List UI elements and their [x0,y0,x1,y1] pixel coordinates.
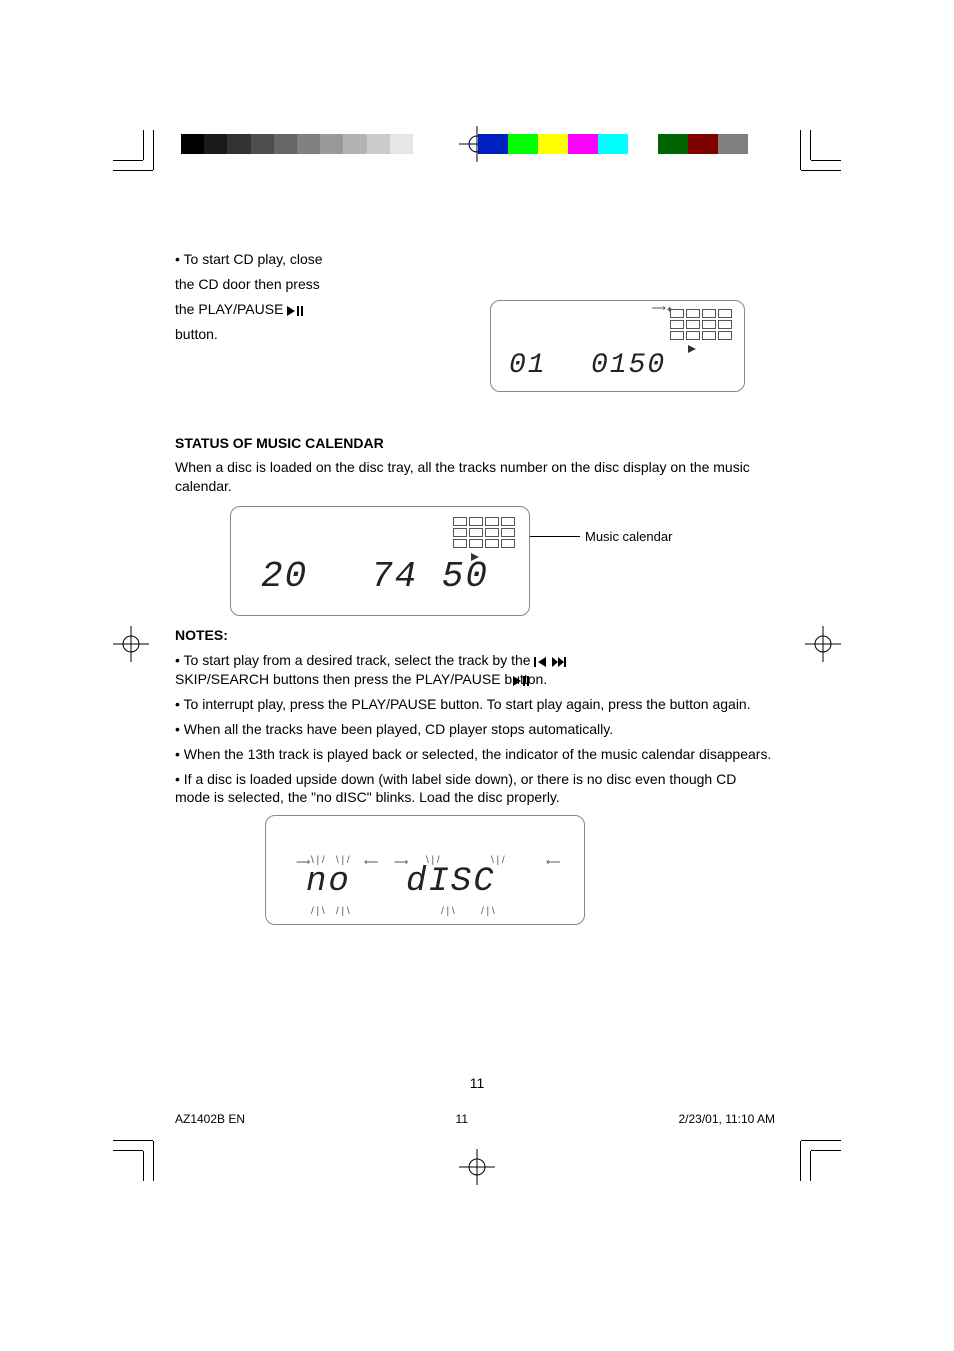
notes-heading: NOTES: [175,626,775,645]
section-heading: STATUS OF MUSIC CALENDAR [175,434,775,453]
swatch [568,134,598,154]
page-body: • To start CD play, close the CD door th… [175,250,775,933]
page-number: 11 [470,1075,485,1091]
note-item: • To start play from a desired track, se… [175,651,775,689]
lcd-total-tracks: 20 [261,553,308,602]
crop-mark [113,170,153,171]
crop-mark [801,1140,841,1141]
crop-mark [113,1150,143,1151]
crop-mark [811,160,841,161]
note-item: • When all the tracks have been played, … [175,720,775,739]
swatch [367,134,390,154]
intro-line: • To start CD play, close [175,250,375,269]
status-paragraph: When a disc is loaded on the disc tray, … [175,458,775,496]
skip-fwd-icon [552,657,566,667]
intro-line: the PLAY/PAUSE [175,300,375,319]
swatch [478,134,508,154]
swatch [598,134,628,154]
swatch [320,134,343,154]
footer-right: 2/23/01, 11:10 AM [678,1112,775,1126]
swatch [628,134,658,154]
crop-mark [800,1141,801,1181]
swatch [297,134,320,154]
intro-line: button. [175,325,375,344]
swatch [538,134,568,154]
crop-mark [143,130,144,160]
note-item: • If a disc is loaded upside down (with … [175,770,775,808]
swatch [508,134,538,154]
crop-mark [113,160,143,161]
lcd-nodisc-right: dISC [406,860,496,906]
crop-mark [811,1150,841,1151]
crop-mark [800,130,801,170]
note-item: • When the 13th track is played back or … [175,745,775,764]
swatch [658,134,688,154]
swatch [204,134,227,154]
swatch [343,134,366,154]
registration-mark-icon [459,1149,495,1185]
color-calibration-strip [478,134,748,154]
crop-mark [153,1141,154,1181]
callout-label: Music calendar [585,528,672,546]
play-pause-icon [287,306,303,316]
crop-mark [801,170,841,171]
crop-mark [113,1140,153,1141]
callout-line [530,536,580,537]
swatch [251,134,274,154]
footer-left: AZ1402B EN [175,1112,245,1126]
swatch [718,134,748,154]
grayscale-calibration-strip [181,134,413,154]
crop-mark [810,1151,811,1181]
swatch [181,134,204,154]
crop-mark [143,1151,144,1181]
footer-mid: 11 [456,1112,468,1126]
crop-mark [810,130,811,160]
swatch [390,134,413,154]
skip-back-icon [534,657,548,667]
lcd-display-calendar: 20 74 50 [230,506,530,616]
intro-line: the CD door then press [175,275,375,294]
registration-mark-icon [805,626,841,662]
swatch [274,134,297,154]
footer-meta: AZ1402B EN 11 2/23/01, 11:10 AM [175,1112,775,1126]
crop-mark [153,130,154,170]
note-item: • To interrupt play, press the PLAY/PAUS… [175,695,775,714]
play-pause-icon [513,676,529,686]
swatch [688,134,718,154]
lcd-display-nodisc: no dISC ⟶ ⟵ ⟶ ⟵ \ | / \ | / \ | / \ | / … [265,815,585,925]
swatch [227,134,250,154]
lcd-total-time: 74 50 [371,553,489,602]
registration-mark-icon [113,626,149,662]
